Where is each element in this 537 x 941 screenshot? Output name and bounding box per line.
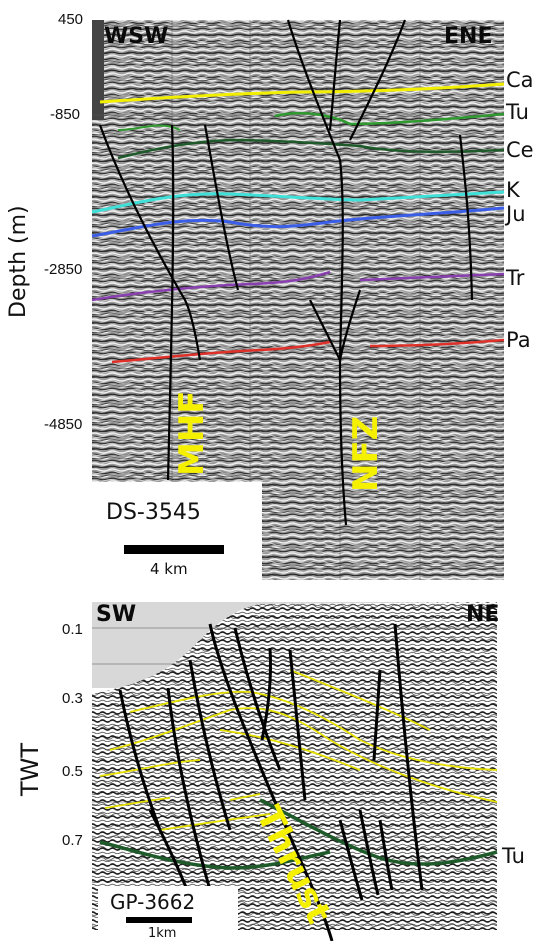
bottom-seismic-panel: SW NE 0.1 0.3 0.5 0.7 TWT Tu Thrust GP-3… — [0, 590, 537, 941]
horizon-label-ca: Ca — [506, 68, 534, 92]
bottom-axis-label: TWT — [16, 742, 44, 796]
top-seismic-image — [91, 19, 505, 580]
horizon-label-k: K — [506, 178, 520, 202]
bottom-tick-3: 0.7 — [62, 832, 83, 849]
top-tick-1: -850 — [50, 106, 81, 123]
top-tick-2: -2850 — [44, 261, 83, 278]
horizon-label-tr: Tr — [506, 266, 525, 290]
horizon-label-ju: Ju — [506, 202, 526, 226]
top-seismic-panel: WSW ENE 450 -850 -2850 -4850 Depth (m) C… — [6, 11, 534, 580]
bottom-scale-bar — [126, 917, 192, 923]
top-scale-label: 4 km — [150, 560, 188, 578]
fault-label-mhf: MHF — [172, 390, 212, 476]
horizon-ju-line — [91, 206, 505, 238]
bottom-direction-left: SW — [96, 602, 137, 627]
horizon-ce-line — [117, 138, 505, 160]
top-fault-lines — [98, 19, 474, 526]
top-direction-right: ENE — [444, 24, 493, 49]
bottom-tick-1: 0.3 — [62, 690, 83, 707]
horizon-label-ce: Ce — [506, 138, 534, 162]
top-direction-left: WSW — [104, 24, 169, 49]
bottom-seismic-image — [92, 602, 498, 941]
bottom-tick-0: 0.1 — [62, 621, 83, 638]
bottom-horizon-label-tu: Tu — [502, 844, 525, 868]
bottom-direction-right: NE — [466, 602, 500, 627]
top-scale-bar — [124, 545, 224, 554]
horizon-tr-line — [91, 270, 505, 302]
bottom-fault-lines — [118, 623, 424, 941]
top-section-name: DS-3545 — [106, 500, 201, 525]
bottom-section-name: GP-3662 — [110, 890, 196, 914]
bottom-tick-2: 0.5 — [62, 763, 83, 780]
horizon-pa-line — [111, 338, 505, 364]
bottom-scale-label: 1km — [148, 926, 177, 941]
top-axis-label: Depth (m) — [6, 205, 31, 318]
horizon-label-pa: Pa — [506, 328, 531, 352]
horizon-label-tu: Tu — [506, 100, 529, 124]
horizon-k-line — [91, 190, 505, 214]
top-tick-3: -4850 — [44, 416, 83, 433]
top-tick-0: 450 — [58, 11, 84, 28]
fault-label-nfz: NFZ — [346, 415, 386, 492]
horizon-ca-line — [99, 82, 505, 104]
